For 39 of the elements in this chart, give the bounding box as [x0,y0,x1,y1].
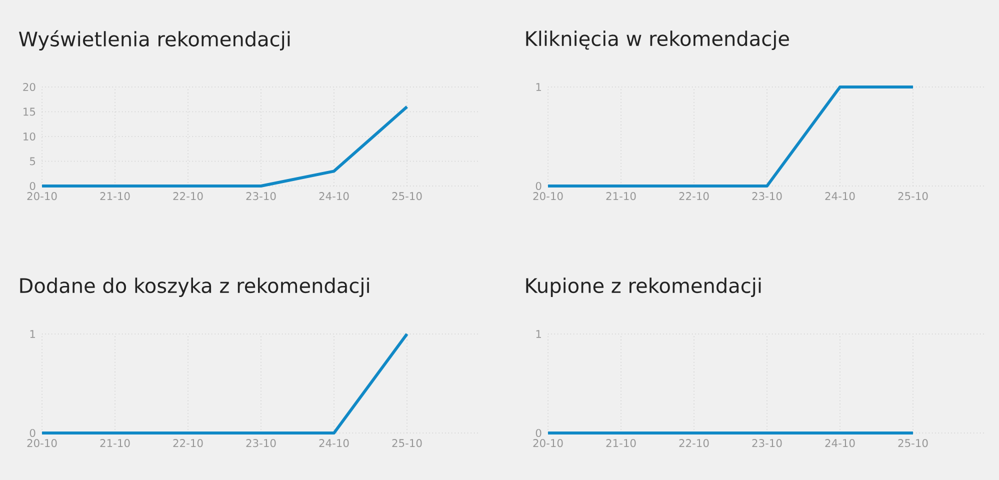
chart-title: Kupione z rekomendacji [526,278,761,298]
x-tick-label: 20-10 [27,439,57,448]
x-tick-label: 23-10 [246,439,276,448]
x-tick-label: 25-10 [392,439,422,448]
y-tick-label: 5 [30,157,36,166]
x-tick-label: 22-10 [173,439,203,448]
x-tick-label: 24-10 [825,439,855,448]
y-tick-label: 1 [30,330,35,338]
x-tick-label: 24-10 [825,192,855,200]
y-tick-label: 10 [24,132,36,141]
y-tick-label: 15 [24,108,36,116]
x-tick-label: 21-10 [606,439,636,448]
y-tick-label: 0 [536,182,542,190]
y-tick-label: 0 [30,182,36,190]
y-tick-label: 1 [536,83,541,91]
y-tick-label: 0 [536,428,542,438]
chart-title: Wyświetlenia rekomendacji [18,30,290,50]
x-tick-label: 21-10 [100,192,130,200]
x-tick-label: 21-10 [100,439,130,448]
y-tick-label: 20 [23,82,36,92]
chart-title: Dodane do koszyka z rekomendacji [20,278,369,298]
y-tick-label: 0 [30,428,36,438]
x-tick-label: 20-10 [533,192,563,200]
y-tick-label: 1 [536,330,541,338]
x-tick-label: 25-10 [898,192,928,200]
x-tick-label: 20-10 [533,439,563,448]
x-tick-label: 23-10 [246,192,276,200]
x-tick-label: 23-10 [752,439,782,448]
x-tick-label: 22-10 [679,439,709,448]
x-tick-label: 24-10 [319,192,349,200]
x-tick-label: 24-10 [319,439,349,448]
x-tick-label: 23-10 [752,192,782,200]
x-tick-label: 21-10 [606,192,636,200]
x-tick-label: 20-10 [27,192,57,200]
x-tick-label: 22-10 [679,192,709,200]
x-tick-label: 22-10 [173,192,203,200]
x-tick-label: 25-10 [392,192,422,200]
chart-title: Kliknięcia w rekomendacje [526,30,789,50]
x-tick-label: 25-10 [898,439,928,448]
